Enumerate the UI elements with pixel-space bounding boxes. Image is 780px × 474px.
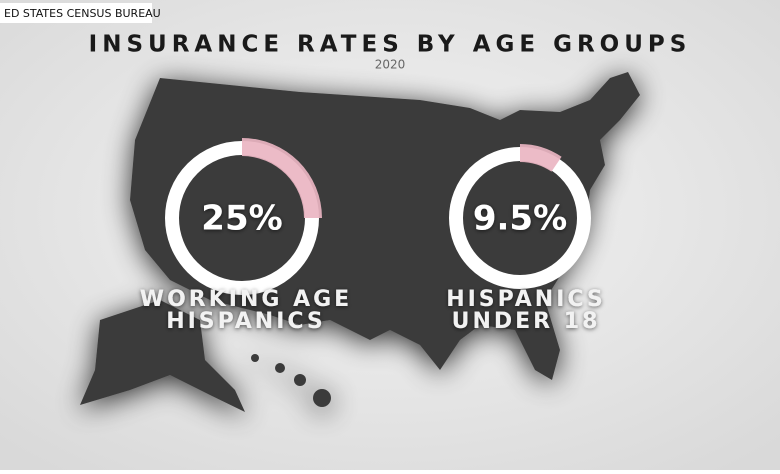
value-label: 25% bbox=[201, 199, 282, 239]
category-label: UNDER 18 bbox=[452, 309, 601, 334]
value-label: 9.5% bbox=[473, 199, 567, 239]
map-hawaii bbox=[251, 354, 259, 362]
map-hawaii bbox=[313, 389, 331, 407]
category-label: HISPANICS bbox=[166, 309, 326, 334]
map-hawaii bbox=[294, 374, 306, 386]
category-label: HISPANICS bbox=[446, 287, 606, 312]
ring-segment bbox=[520, 144, 562, 172]
chart-subtitle: 2020 bbox=[375, 58, 406, 72]
category-label: WORKING AGE bbox=[140, 287, 352, 312]
source: ED STATES CENSUS BUREAU bbox=[4, 7, 161, 20]
ring-segment bbox=[242, 138, 322, 218]
chart-title: INSURANCE RATES BY AGE GROUPS bbox=[89, 32, 692, 58]
source-box bbox=[0, 3, 152, 23]
map-alaska bbox=[80, 300, 245, 412]
map-hawaii bbox=[275, 363, 285, 373]
